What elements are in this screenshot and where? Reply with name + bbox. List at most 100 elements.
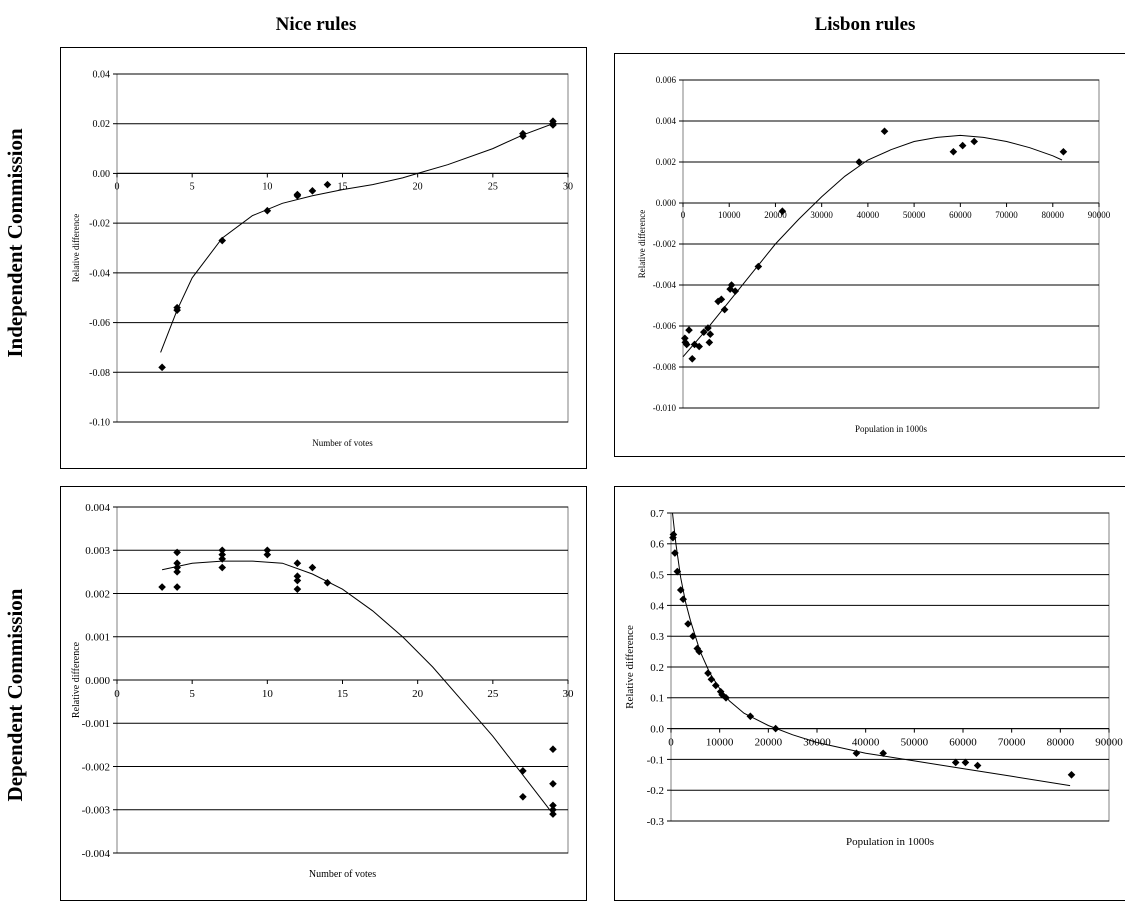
data-point xyxy=(879,749,887,758)
data-point xyxy=(323,180,332,189)
data-point xyxy=(970,137,978,146)
data-point xyxy=(718,690,726,699)
y-tick-label: -0.10 xyxy=(89,418,110,429)
data-point xyxy=(700,328,708,336)
data-point xyxy=(706,330,715,338)
x-tick-label: 25 xyxy=(488,181,498,192)
y-tick-label: -0.010 xyxy=(653,403,677,413)
data-point xyxy=(704,324,712,332)
data-point xyxy=(717,295,726,304)
data-point xyxy=(722,694,730,702)
x-tick-label: 50000 xyxy=(901,737,929,749)
y-tick-label: 0.02 xyxy=(93,119,111,130)
data-point xyxy=(158,583,166,591)
y-tick-label: 0.002 xyxy=(656,157,676,167)
data-point xyxy=(173,568,181,576)
x-axis-label: Number of votes xyxy=(309,869,376,880)
x-tick-label: 5 xyxy=(190,181,195,192)
y-tick-label: 0.002 xyxy=(85,588,110,600)
x-tick-label: 80000 xyxy=(1047,737,1075,749)
data-point xyxy=(173,563,181,572)
data-point xyxy=(689,632,697,640)
x-tick-label: 15 xyxy=(338,181,348,192)
column-header-nice: Nice rules xyxy=(275,14,357,35)
y-tick-label: 0.000 xyxy=(85,675,110,687)
y-tick-label: -0.004 xyxy=(653,280,677,290)
data-point xyxy=(293,559,302,568)
y-tick-label: 0.004 xyxy=(85,502,110,514)
chart-svg: 0.006 0.004 0.002 0.000 -0.002 -0.004 -0.006 -0… xyxy=(637,75,1111,434)
x-tick-label: 20 xyxy=(412,688,424,700)
y-axis-label: Relative difference xyxy=(624,625,636,709)
data-point xyxy=(293,576,302,585)
y-tick-label: 0.0 xyxy=(650,723,664,735)
data-point xyxy=(549,810,557,818)
x-tick-label: 30 xyxy=(563,688,575,700)
x-tick-label: 20000 xyxy=(764,210,787,220)
trend-line xyxy=(161,560,554,815)
data-point xyxy=(949,147,958,156)
data-point xyxy=(695,342,703,351)
data-point xyxy=(218,550,227,559)
data-point xyxy=(549,780,557,788)
y-tick-label: 0.04 xyxy=(93,70,111,81)
data-point xyxy=(771,724,780,733)
y-tick-label: -0.001 xyxy=(82,718,110,730)
chart-svg: 0.04 0.02 0.00 -0.02 -0.04 -0.06 -0.08 -0.10 0 5 1… xyxy=(71,70,573,449)
data-point xyxy=(731,287,740,295)
data-point xyxy=(746,712,755,721)
x-tick-label: 10 xyxy=(262,688,274,700)
data-point xyxy=(263,550,272,559)
y-tick-label: -0.008 xyxy=(653,362,677,372)
x-tick-label: 60000 xyxy=(949,210,972,220)
row-header-dependent: Dependent Commission xyxy=(3,588,27,802)
y-tick-label: -0.06 xyxy=(89,318,110,329)
chart-nice-independent: 0.04 0.02 0.00 -0.02 -0.04 -0.06 -0.08 -0.10 0 5 1… xyxy=(60,47,587,469)
chart-nice-dependent: 0.004 0.003 0.002 0.001 0.000 -0.001 -0.002 -0.… xyxy=(60,486,587,901)
data-point xyxy=(778,207,787,215)
data-point xyxy=(173,548,181,557)
data-point xyxy=(685,326,693,334)
plot-area xyxy=(116,73,569,423)
y-tick-label: -0.004 xyxy=(82,848,111,860)
y-tick-label: 0.004 xyxy=(656,116,677,126)
x-tick-label: 20000 xyxy=(755,737,783,749)
data-point xyxy=(173,583,181,591)
x-tick-label: 60000 xyxy=(949,737,977,749)
x-tick-label: 10000 xyxy=(706,737,734,749)
x-tick-label: 10 xyxy=(262,181,272,192)
x-tick-label: 25 xyxy=(487,688,499,700)
data-point xyxy=(855,158,863,166)
data-point xyxy=(308,563,317,572)
y-tick-label: -0.2 xyxy=(647,785,664,797)
data-point xyxy=(695,647,704,656)
data-point xyxy=(705,338,714,347)
x-tick-label: 10000 xyxy=(718,210,741,220)
x-tick-label: 50000 xyxy=(903,210,926,220)
x-tick-label: 5 xyxy=(189,688,195,700)
data-point xyxy=(293,572,302,580)
data-point xyxy=(1067,771,1076,779)
data-point xyxy=(852,749,861,758)
data-point xyxy=(704,669,712,677)
x-axis-label: Number of votes xyxy=(312,438,373,448)
data-point xyxy=(308,187,317,195)
x-tick-label: 70000 xyxy=(998,737,1026,749)
data-point xyxy=(707,675,716,684)
data-point xyxy=(549,745,557,753)
data-point xyxy=(958,141,967,150)
data-point xyxy=(549,121,557,129)
data-point xyxy=(1059,147,1068,156)
y-tick-label: 0.4 xyxy=(650,600,664,612)
data-point xyxy=(519,792,527,801)
data-point xyxy=(519,767,527,775)
data-point xyxy=(549,801,557,810)
y-tick-label: -0.003 xyxy=(82,805,111,817)
data-point xyxy=(218,563,227,572)
y-tick-label: -0.08 xyxy=(89,368,110,379)
x-tick-label: 15 xyxy=(337,688,349,700)
data-point xyxy=(961,758,970,767)
trend-line xyxy=(160,123,554,353)
data-point xyxy=(711,681,720,690)
data-point xyxy=(679,595,687,604)
